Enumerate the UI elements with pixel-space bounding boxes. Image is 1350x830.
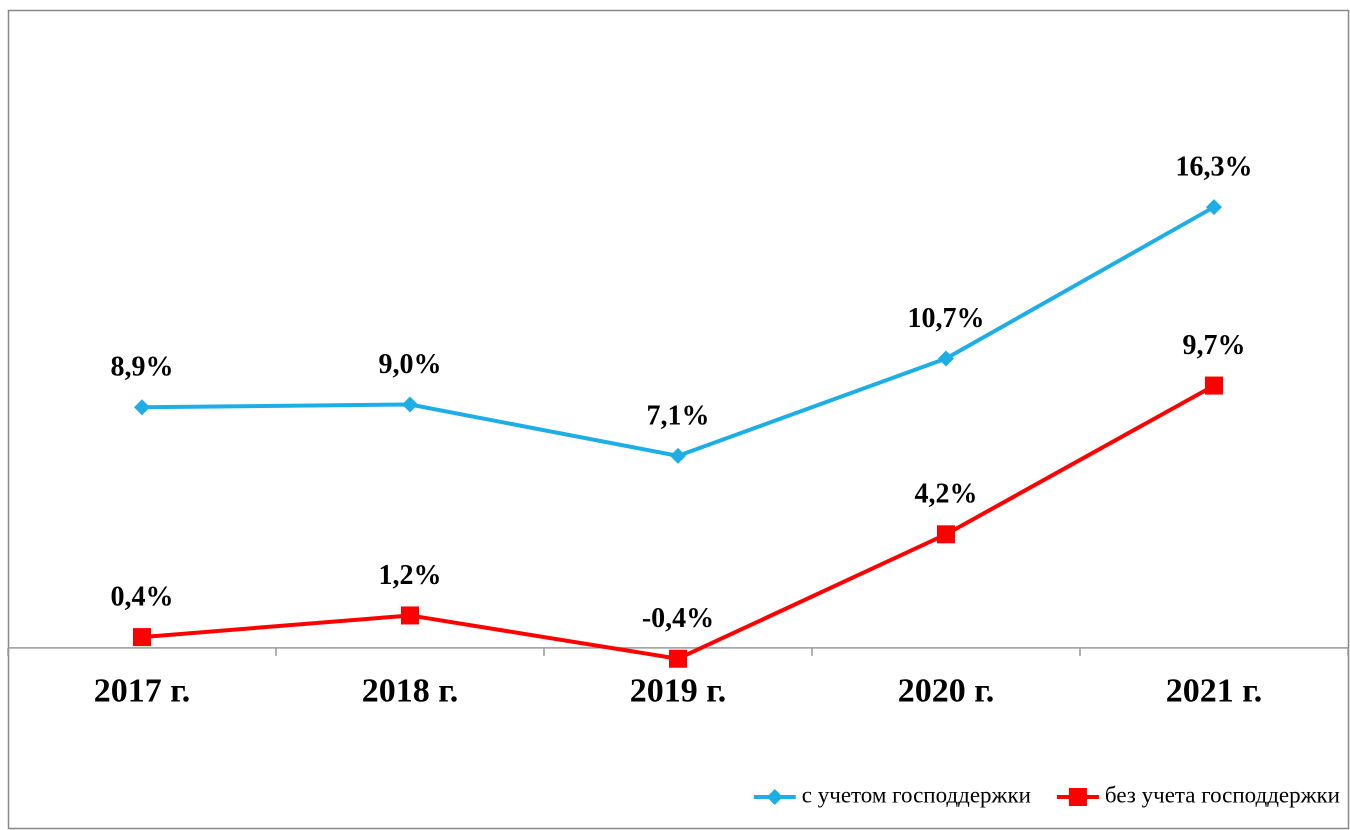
data-label: 10,7% [908,303,985,334]
point-marker [938,350,954,367]
data-label: 8,9% [111,352,174,383]
point-marker [1206,199,1222,216]
data-label: 4,2% [915,479,978,510]
data-label: 0,4% [111,582,174,613]
x-tick-label: 2020 г. [898,673,995,710]
point-marker [1205,376,1223,395]
point-marker [766,789,783,805]
chart-frame [7,9,1350,830]
legend-label: с учетом господдержки [802,782,1031,807]
data-label: 1,2% [379,560,442,591]
x-tick-label: 2018 г. [362,673,459,710]
legend-label: без учета господдержки [1105,782,1340,807]
data-label: 9,7% [1183,330,1246,361]
data-label: 9,0% [379,349,442,380]
point-marker [670,447,686,464]
point-marker [402,396,418,413]
x-tick-label: 2019 г. [630,673,727,710]
point-marker [133,628,151,647]
data-label: 7,1% [647,400,710,431]
point-marker [401,606,419,625]
point-marker [1068,788,1087,806]
point-marker [937,525,955,544]
data-label: -0,4% [642,603,714,634]
point-marker [134,399,150,416]
point-marker [669,649,687,668]
data-label: 16,3% [1176,151,1253,182]
x-tick-label: 2021 г. [1166,673,1263,710]
x-tick-label: 2017 г. [94,673,191,710]
